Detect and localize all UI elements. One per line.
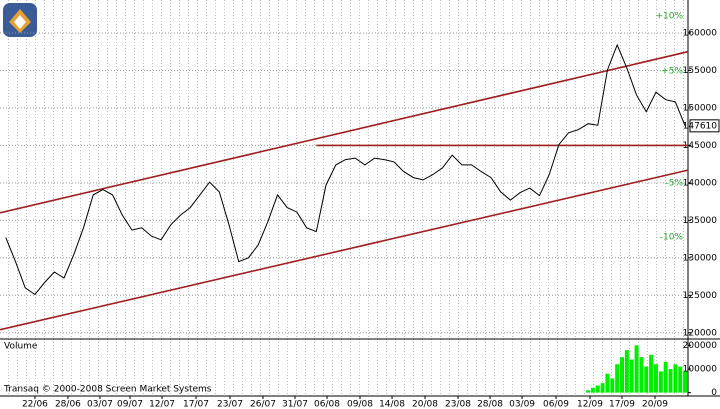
volume-bar bbox=[595, 385, 600, 393]
y-tick-label: 155000 bbox=[683, 66, 718, 76]
y-tick-label: 125000 bbox=[683, 291, 718, 301]
y-tick-label: 130000 bbox=[683, 253, 718, 263]
x-tick-label: 12/09 bbox=[577, 400, 603, 409]
volume-bar bbox=[620, 357, 625, 393]
volume-bar bbox=[683, 371, 688, 393]
y-tick-label: 145000 bbox=[683, 141, 718, 151]
y-tick-label: 140000 bbox=[683, 178, 718, 188]
volume-bar bbox=[673, 364, 678, 393]
annotation: +10% bbox=[655, 12, 683, 22]
volume-bar bbox=[658, 371, 663, 393]
x-tick-label: 09/08 bbox=[347, 400, 373, 409]
annotation: -10% bbox=[660, 233, 684, 243]
x-tick-label: 20/09 bbox=[642, 400, 668, 409]
volume-bar bbox=[649, 354, 654, 393]
x-tick-label: 28/08 bbox=[477, 400, 503, 409]
volume-bar bbox=[678, 366, 683, 393]
x-tick-label: 09/07 bbox=[117, 400, 143, 409]
x-tick-label: 20/08 bbox=[412, 400, 438, 409]
trend-line bbox=[0, 50, 689, 214]
volume-bar bbox=[624, 350, 629, 393]
x-tick-label: 28/06 bbox=[55, 400, 81, 409]
x-tick-label: 31/07 bbox=[282, 400, 308, 409]
x-tick-label: 03/07 bbox=[87, 400, 113, 409]
y-tick-label: 120000 bbox=[683, 328, 718, 338]
y-tick-label: 135000 bbox=[683, 216, 718, 226]
x-tick-label: 06/08 bbox=[314, 400, 340, 409]
logo bbox=[3, 3, 37, 37]
x-tick-label: 22/06 bbox=[22, 400, 48, 409]
volume-bar bbox=[590, 387, 595, 393]
volume-bar bbox=[663, 361, 668, 393]
y-tick-label: 0 bbox=[711, 388, 717, 398]
trend-line bbox=[0, 169, 689, 331]
volume-bar bbox=[668, 369, 673, 393]
x-tick-label: 06/09 bbox=[543, 400, 569, 409]
x-tick-label: 26/07 bbox=[250, 400, 276, 409]
y-tick-label: 100000 bbox=[683, 365, 718, 375]
last-price-box bbox=[689, 119, 720, 133]
y-tick-label: 150000 bbox=[683, 103, 718, 113]
volume-bar bbox=[605, 373, 610, 393]
panel-label: Volume bbox=[4, 342, 38, 352]
x-tick-label: 03/09 bbox=[509, 400, 535, 409]
volume-bar bbox=[615, 364, 620, 393]
volume-bar bbox=[610, 378, 615, 393]
volume-bar bbox=[653, 364, 658, 393]
x-tick-label: 17/09 bbox=[609, 400, 635, 409]
annotation: -5% bbox=[665, 179, 683, 189]
y-tick-label: 200000 bbox=[683, 341, 718, 351]
footer: Transaq © 2000-2008 Screen Market System… bbox=[3, 385, 212, 395]
volume-bar bbox=[639, 357, 644, 393]
volume-bar bbox=[586, 390, 591, 393]
x-tick-label: 23/08 bbox=[445, 400, 471, 409]
price-line bbox=[5, 43, 686, 296]
volume-bar bbox=[629, 359, 634, 393]
x-tick-label: 17/07 bbox=[183, 400, 209, 409]
volume-bar bbox=[644, 366, 649, 393]
volume-bar bbox=[634, 345, 639, 393]
y-tick-label: 160000 bbox=[683, 28, 718, 38]
vertical-grid bbox=[0, 0, 688, 396]
x-tick-label: 12/07 bbox=[149, 400, 175, 409]
x-tick-label: 14/08 bbox=[379, 400, 405, 409]
annotation: +5% bbox=[661, 67, 683, 77]
volume-bar bbox=[600, 383, 605, 393]
x-tick-label: 23/07 bbox=[217, 400, 243, 409]
last-price-label: 147610 bbox=[683, 121, 718, 131]
